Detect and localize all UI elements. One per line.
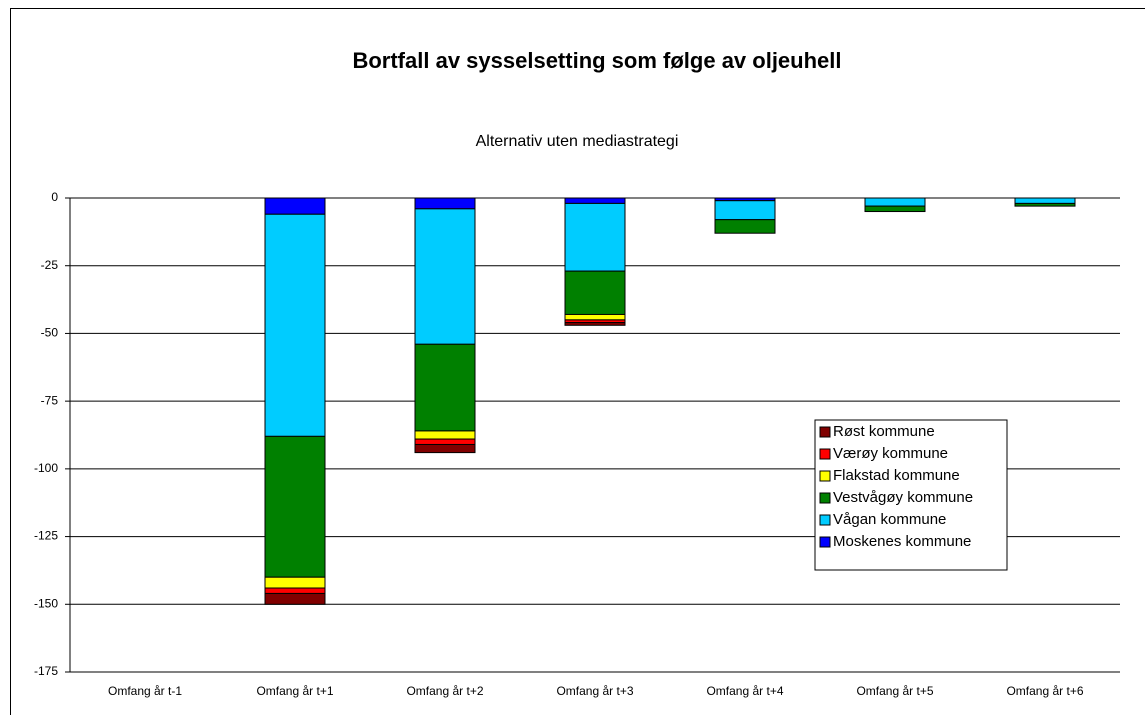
bar-segment <box>265 214 325 436</box>
x-tick-label: Omfang år t+4 <box>706 684 783 698</box>
x-tick-label: Omfang år t-1 <box>108 684 182 698</box>
bar-segment <box>565 271 625 314</box>
bar-segment <box>415 198 475 209</box>
bar-segment <box>865 206 925 211</box>
bar-segment <box>565 203 625 271</box>
legend-swatch <box>820 493 830 503</box>
bar-segment <box>1015 198 1075 203</box>
bar-segment <box>565 323 625 326</box>
bar-segment <box>565 314 625 319</box>
y-tick-label: -125 <box>34 529 58 543</box>
legend-swatch <box>820 471 830 481</box>
legend-label: Moskenes kommune <box>833 533 971 550</box>
legend-label: Vestvågøy kommune <box>833 489 973 506</box>
x-tick-label: Omfang år t+5 <box>856 684 933 698</box>
x-tick-label: Omfang år t+2 <box>406 684 483 698</box>
x-tick-label: Omfang år t+6 <box>1006 684 1083 698</box>
legend-swatch <box>820 427 830 437</box>
bar-segment <box>415 209 475 344</box>
legend-label: Værøy kommune <box>833 445 948 462</box>
bar-segment <box>415 431 475 439</box>
y-tick-label: -25 <box>41 258 59 272</box>
y-tick-label: -175 <box>34 664 58 678</box>
legend-swatch <box>820 449 830 459</box>
x-tick-label: Omfang år t+3 <box>556 684 633 698</box>
bar-segment <box>415 444 475 452</box>
bar-segment <box>865 198 925 206</box>
y-tick-label: -50 <box>41 326 59 340</box>
chart-title: Bortfall av sysselsetting som følge av o… <box>352 48 841 73</box>
legend-label: Vågan kommune <box>833 511 946 528</box>
bar-segment <box>1015 203 1075 206</box>
bar-segment <box>715 220 775 234</box>
legend-label: Flakstad kommune <box>833 467 960 484</box>
bar-segment <box>415 439 475 444</box>
y-tick-label: 0 <box>51 190 58 204</box>
bar-segment <box>565 198 625 203</box>
bar-segment <box>415 344 475 431</box>
y-tick-label: -150 <box>34 596 58 610</box>
chart-frame <box>11 9 1145 716</box>
bar-segment <box>265 436 325 577</box>
x-tick-label: Omfang år t+1 <box>256 684 333 698</box>
y-tick-label: -100 <box>34 461 58 475</box>
bar-segment <box>265 593 325 604</box>
bar-segment <box>265 577 325 588</box>
legend-swatch <box>820 515 830 525</box>
bar-segment <box>265 588 325 593</box>
legend-label: Røst kommune <box>833 423 935 440</box>
y-tick-label: -75 <box>41 393 59 407</box>
legend-swatch <box>820 537 830 547</box>
bar-segment <box>265 198 325 214</box>
bar-segment <box>715 201 775 220</box>
chart-subtitle: Alternativ uten mediastrategi <box>476 133 679 150</box>
